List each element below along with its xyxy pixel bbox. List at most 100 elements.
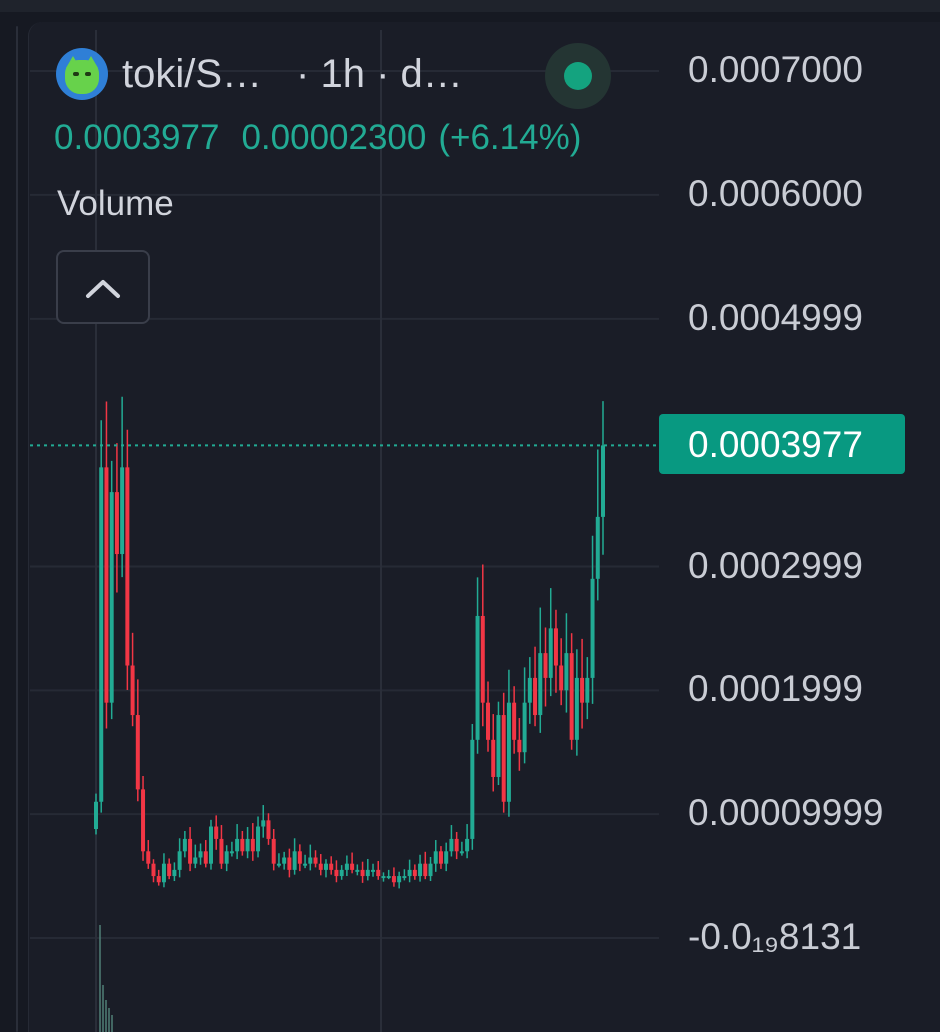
candle-body [585,677,590,703]
candle [250,823,255,861]
candle [491,714,496,792]
candle [193,844,198,869]
candle [188,827,193,872]
candle-body [538,653,543,716]
candle [114,443,119,593]
candle-body [323,863,328,870]
candle-body [94,801,98,830]
candle-body [506,702,511,802]
candle [151,859,156,883]
candle-body [569,653,574,740]
candle-body [590,578,595,678]
price-axis-label: 0.0007000 [688,49,863,90]
candle [391,867,396,887]
candle-body [161,863,166,883]
candle-body [235,838,240,852]
candle [397,871,402,889]
candle-body [533,677,538,716]
candle [167,858,172,880]
candle [501,692,506,813]
volume-indicator-label[interactable]: Volume [57,184,174,223]
symbol-legend[interactable]: toki/S… · 1h · d… [56,46,463,102]
collapse-legend-button[interactable] [56,250,150,324]
candle-body [219,838,224,864]
candle-body [574,677,579,740]
candle-body [522,702,527,753]
candle-body [120,467,125,555]
candle [517,718,522,771]
candle-body [224,851,229,864]
symbol-pair[interactable]: toki/S… [122,51,263,96]
candle-body [559,665,564,691]
price-axis-label: -0.0₁₉8131 [688,916,862,957]
candle [444,842,449,872]
candle [376,861,381,880]
market-status-indicator[interactable] [545,43,611,109]
interval-label[interactable]: · 1h · d… [296,51,463,96]
candle [527,657,532,724]
candle-body [486,702,491,740]
candle-body [256,826,261,852]
candle [344,855,349,877]
candle-body [553,628,558,666]
candle-body [229,851,234,854]
price-axis-label: 0.0004999 [688,296,863,338]
candle [548,588,553,697]
price-axis-label: 0.00009999 [688,792,884,834]
candle [480,564,485,727]
candle [203,840,208,868]
candle-body [172,869,177,877]
candle [146,840,151,869]
candle [595,449,600,601]
candle [506,669,511,817]
candle [423,851,428,880]
candle-body [449,838,454,852]
candle-body [214,826,219,839]
candle-body [146,851,151,864]
candle [208,819,213,870]
candle [318,854,323,876]
price-values: 0.0003977 0.00002300 (+6.14%) [54,118,581,158]
candle-body [287,857,292,870]
candle [266,813,271,845]
candle [339,865,344,880]
candle-body [444,851,449,864]
price-axis-label: 0.0006000 [688,172,863,214]
candle [512,686,517,754]
candle [303,854,308,869]
candle [287,848,292,878]
candle [412,864,417,880]
candle-body [423,863,428,877]
candle-body [156,876,161,883]
candle [172,862,177,882]
chevron-up-icon [86,280,120,298]
candle [533,646,538,727]
candle-body [250,838,255,852]
candle [323,859,328,878]
candle-body [418,863,423,877]
candle-body [193,857,198,864]
candle-body [339,869,344,877]
candle-body [397,876,402,883]
candle [245,827,250,859]
candle-body [433,851,438,864]
candle [433,840,438,872]
candle-body [329,863,334,870]
candle-body [501,715,506,802]
candle [156,869,161,886]
candle-body [334,869,339,877]
candle [297,844,302,872]
candle [282,851,287,870]
candle [350,852,355,874]
candle [470,723,475,850]
candle [141,775,146,861]
candle-body [512,702,517,740]
candle-body [125,467,130,666]
candle [229,841,234,857]
candle-body [130,665,135,716]
candle [543,627,548,707]
candle [224,845,229,872]
candle-body [475,615,480,740]
candle-body [303,863,308,866]
